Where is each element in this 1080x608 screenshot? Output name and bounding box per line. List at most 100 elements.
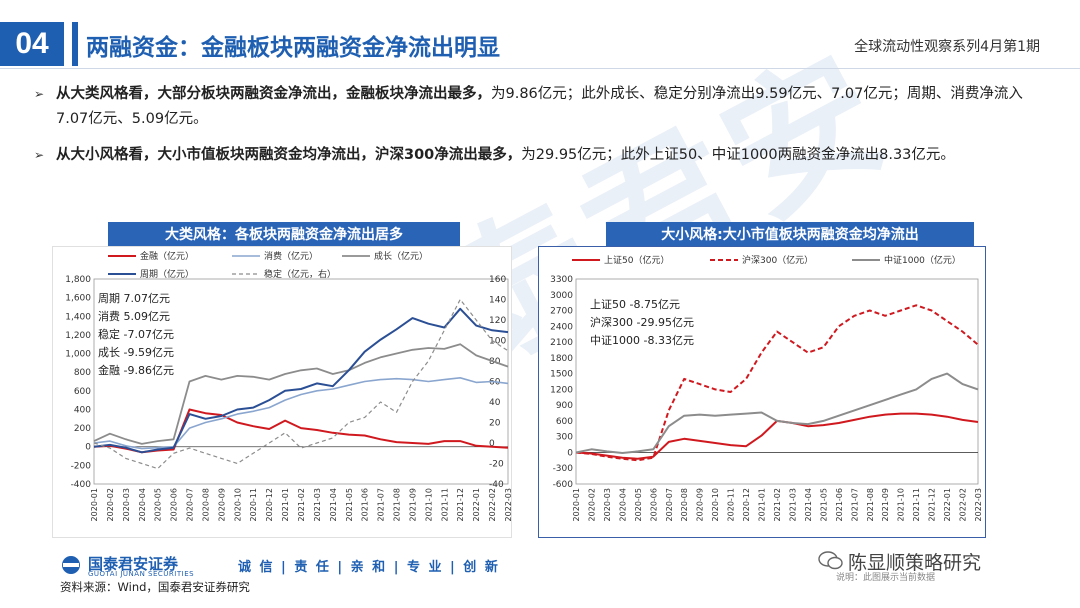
- y-tick-label: -400: [71, 480, 92, 490]
- series-line-0: [93, 408, 509, 454]
- legend-label: 中证1000（亿元）: [884, 254, 961, 266]
- legend-label: 上证50（亿元）: [604, 254, 669, 266]
- y-tick-label: 600: [74, 387, 91, 397]
- x-tick-label: 2020-11: [727, 488, 736, 521]
- x-tick-label: 2021-06: [361, 488, 370, 521]
- x-tick-label: 2020-07: [665, 488, 674, 521]
- y-tick-label: 1,800: [65, 275, 91, 285]
- x-tick-label: 2021-06: [835, 488, 844, 521]
- bullet-1-bold: 从大类风格看，大部分板块两融资金净流出，金融板块净流出最多，: [56, 86, 491, 102]
- x-tick-label: 2020-02: [106, 488, 115, 521]
- y2-tick-label: -40: [489, 480, 504, 490]
- x-tick-label: 2021-07: [850, 488, 859, 521]
- series-line-1: [93, 377, 509, 450]
- x-tick-label: 2020-08: [201, 488, 210, 521]
- x-tick-label: 2021-11: [912, 488, 921, 521]
- legend-label: 消费（亿元）: [264, 250, 318, 262]
- section-number: 04: [0, 22, 64, 66]
- y2-tick-label: 40: [489, 398, 501, 408]
- x-tick-label: 2021-01: [758, 488, 767, 521]
- y-tick-label: -300: [553, 464, 574, 474]
- x-tick-label: 2021-04: [329, 488, 338, 521]
- y2-tick-label: 100: [489, 337, 506, 347]
- annotation-label: 消费 5.09亿元: [98, 309, 170, 323]
- x-tick-label: 2020-08: [680, 488, 689, 521]
- y-tick-label: 200: [74, 424, 91, 434]
- x-tick-label: 2021-09: [408, 488, 417, 521]
- x-tick-label: 2020-10: [233, 488, 242, 521]
- y-tick-label: 1,200: [65, 331, 91, 341]
- x-tick-label: 2021-12: [456, 488, 465, 521]
- y-tick-label: 2100: [550, 338, 573, 348]
- y-tick-label: 1500: [550, 370, 573, 380]
- brand-motto: 诚 信 | 责 任 | 亲 和 | 专 业 | 创 新: [238, 560, 500, 575]
- bullet-1: ➢ 从大类风格看，大部分板块两融资金净流出，金融板块净流出最多，为9.86亿元；…: [34, 82, 1046, 132]
- annotation-label: 上证50 -8.75亿元: [590, 298, 680, 311]
- y-tick-label: 2400: [550, 322, 573, 332]
- bullet-2-text: 为29.95亿元；此外上证50、中证1000两融资金净流出8.33亿元。: [521, 147, 955, 163]
- series-line-1: [575, 304, 979, 462]
- y2-tick-label: 0: [489, 439, 495, 449]
- series-line-3: [93, 307, 509, 454]
- x-tick-label: 2021-08: [393, 488, 402, 521]
- x-tick-label: 2021-10: [424, 488, 433, 521]
- brand-name-en: GUOTAI JUNAN SECURITIES: [88, 570, 195, 578]
- bullet-arrow-icon: ➢: [34, 148, 45, 162]
- y-tick-label: 1200: [550, 385, 573, 395]
- y-tick-label: 900: [556, 401, 573, 411]
- legend-label: 成长（亿元）: [374, 250, 428, 262]
- bullet-1-text: 为9.86亿元；此外成长、稳定分别净流出9.59亿元、7.07亿元；周期、消费净…: [56, 86, 1023, 127]
- x-tick-label: 2020-09: [217, 488, 226, 521]
- series-line-4: [93, 298, 509, 470]
- annotation-label: 金融 -9.86亿元: [98, 363, 174, 377]
- legend-label: 沪深300（亿元）: [742, 254, 813, 266]
- x-tick-label: 2020-03: [122, 488, 131, 521]
- x-tick-label: 2021-10: [897, 488, 906, 521]
- bullet-arrow-icon: ➢: [34, 87, 45, 101]
- x-tick-label: 2020-05: [634, 488, 643, 521]
- y-tick-label: 1,600: [65, 294, 91, 304]
- guotai-logo-icon: [62, 556, 80, 574]
- y-tick-label: -600: [553, 480, 574, 490]
- x-tick-label: 2021-05: [819, 488, 828, 521]
- y-tick-label: 0: [567, 448, 573, 458]
- x-tick-label: 2020-06: [170, 488, 179, 521]
- brand-name: 国泰君安证券: [88, 555, 179, 573]
- x-tick-label: 2021-05: [345, 488, 354, 521]
- bullet-2-bold: 从大小风格看，大小市值板块两融资金均净流出，沪深300净流出最多，: [56, 147, 522, 163]
- legend-label: 周期（亿元）: [140, 268, 194, 280]
- x-tick-label: 2020-07: [186, 488, 195, 521]
- annotation-label: 周期 7.07亿元: [98, 292, 170, 305]
- x-tick-label: 2021-09: [881, 488, 890, 521]
- chart2-title: 大小风格:大小市值板块两融资金均净流出: [606, 222, 974, 248]
- x-tick-label: 2021-01: [281, 488, 290, 521]
- y2-tick-label: 20: [489, 419, 501, 429]
- wechat-subtext: 说明：此图展示当前数据: [836, 573, 936, 583]
- wechat-account: 陈显顺策略研究: [848, 552, 982, 574]
- x-tick-label: 2020-12: [265, 488, 274, 521]
- x-tick-label: 2021-07: [377, 488, 386, 521]
- annotation-label: 成长 -9.59亿元: [98, 346, 174, 359]
- series-title: 全球流动性观察系列4月第1期: [854, 39, 1040, 55]
- y-tick-label: 2700: [550, 307, 573, 317]
- y-tick-label: 1800: [550, 354, 573, 364]
- x-tick-label: 2020-03: [603, 488, 612, 521]
- y-tick-label: 3000: [550, 291, 573, 301]
- annotation-label: 沪深300 -29.95亿元: [590, 315, 694, 329]
- x-tick-label: 2021-03: [313, 488, 322, 521]
- x-tick-label: 2022-02: [959, 488, 968, 521]
- x-tick-label: 2022-01: [943, 488, 952, 521]
- y-tick-label: 1,400: [65, 312, 91, 322]
- x-tick-label: 2021-02: [297, 488, 306, 521]
- x-tick-label: 2021-12: [928, 488, 937, 521]
- x-tick-label: 2020-01: [90, 488, 99, 521]
- page-title: 两融资金：金融板块两融资金净流出明显: [86, 35, 500, 61]
- x-tick-label: 2021-03: [788, 488, 797, 521]
- x-tick-label: 2022-01: [472, 488, 481, 521]
- chart1-sector-margin-flows: -400-20002004006008001,0001,2001,4001,60…: [52, 246, 512, 538]
- x-tick-label: 2020-04: [618, 488, 627, 521]
- bullet-2: ➢ 从大小风格看，大小市值板块两融资金均净流出，沪深300净流出最多，为29.9…: [34, 143, 1046, 168]
- chart1-title: 大类风格：各板块两融资金净流出居多: [108, 222, 460, 248]
- x-tick-label: 2020-04: [138, 488, 147, 521]
- y2-tick-label: 140: [489, 296, 506, 306]
